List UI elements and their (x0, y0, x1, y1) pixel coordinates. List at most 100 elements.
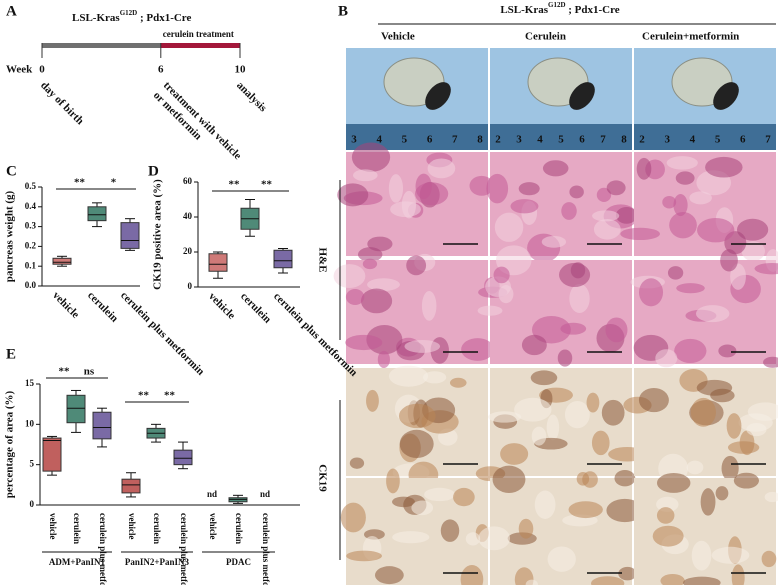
tissue (360, 288, 393, 314)
y-axis-label: percentage of area (%) (4, 390, 16, 498)
significance-label: ** (74, 177, 86, 189)
tissue (736, 218, 769, 241)
tissue (421, 290, 437, 321)
tissue (614, 470, 636, 487)
panel-label: D (148, 163, 159, 179)
tissue (673, 194, 688, 217)
tissue (727, 441, 760, 454)
tissue (498, 284, 514, 304)
week-label: 10 (235, 64, 247, 76)
tissue (652, 525, 684, 547)
tissue (761, 550, 777, 568)
image-panel (634, 472, 778, 585)
tissue (705, 156, 743, 178)
ruler-number: 8 (621, 134, 627, 146)
box (42, 437, 62, 472)
column-label: Cerulein+metformin (642, 31, 739, 43)
tissue (351, 142, 391, 172)
y-axis-label: CK19 positive area (%) (152, 179, 164, 290)
strain-prefix: LSL-Kras (500, 4, 548, 16)
tissue (601, 399, 625, 426)
tissue (493, 266, 510, 284)
image-panel (337, 142, 494, 262)
strain-superscript: G12D (548, 1, 566, 9)
image-panel: 2 3 4 5 6 7 8 (490, 48, 632, 150)
tissue (374, 566, 404, 585)
group-label: PanIN2+PanIN3 (125, 557, 190, 567)
tissue (510, 199, 539, 214)
tissue (568, 501, 603, 519)
spleen (425, 82, 451, 110)
tissue (414, 182, 449, 206)
tissue (700, 488, 716, 516)
ruler-number: 3 (351, 134, 357, 146)
week-label: 6 (158, 64, 164, 76)
tissue (686, 460, 704, 475)
box (52, 257, 72, 265)
ruler-number: 5 (715, 134, 721, 146)
tissue (763, 356, 778, 368)
tissue (697, 217, 735, 243)
tissue (676, 283, 705, 294)
tissue (666, 156, 698, 170)
box (66, 394, 86, 424)
tissue (542, 160, 569, 177)
panel-label: E (6, 346, 16, 362)
tissue (477, 305, 503, 316)
tissue (605, 317, 628, 343)
tissue (655, 349, 678, 368)
image-panel: 3 4 5 6 7 8 (346, 48, 488, 150)
tissue (715, 486, 729, 501)
event-label: treatment with vehicle (161, 79, 244, 162)
strain-prefix: LSL-Kras (72, 12, 120, 24)
tissue (546, 414, 560, 441)
ruler (490, 124, 632, 150)
x-tick-label: cerulein plus metformin (179, 513, 189, 585)
significance-label: * (111, 177, 117, 189)
tissue (561, 202, 577, 220)
tissue (656, 507, 675, 524)
tissue (406, 255, 427, 276)
stain-label: H&E (316, 247, 328, 272)
stain-label: CK19 (316, 464, 328, 492)
tissue (366, 389, 379, 412)
group-label: PDAC (226, 557, 251, 567)
image-panel (486, 152, 638, 263)
y-tick-label: 0.3 (25, 221, 37, 231)
tissue (531, 315, 571, 344)
tissue (346, 550, 382, 562)
image-panel (333, 253, 495, 369)
ruler (634, 124, 776, 150)
event-label: analysis (234, 79, 269, 114)
y-tick-label: 0.5 (25, 181, 37, 191)
ruler-number: 7 (452, 134, 458, 146)
event-label: day of birth (38, 79, 86, 127)
tissue (530, 370, 558, 386)
tissue (726, 413, 742, 439)
tissue (494, 212, 524, 242)
ruler-number: 4 (690, 134, 696, 146)
image-panel (346, 365, 488, 489)
x-tick-label: cerulein (85, 289, 120, 324)
tissue (461, 338, 495, 361)
tissue (690, 397, 716, 427)
image-panel (623, 368, 778, 484)
tissue (691, 540, 712, 571)
y-tick-label: 0.2 (25, 240, 37, 250)
y-tick-label: 0.0 (25, 280, 37, 290)
tissue (392, 531, 430, 544)
ruler-number: 8 (477, 134, 483, 146)
value-label: nd (260, 489, 270, 499)
x-tick-label: cerulein (234, 513, 244, 544)
x-tick-label: cerulein plus metformin (98, 513, 108, 585)
strain-label: LSL-KrasG12D ; Pdx1-Cre (72, 9, 191, 24)
tissue (377, 350, 390, 369)
x-tick-label: vehicle (48, 513, 58, 540)
period-label: cerulein treatment (163, 29, 234, 39)
image-panel (475, 368, 647, 482)
y-tick-label: 15 (25, 378, 35, 388)
x-tick-label: cerulein (238, 290, 273, 325)
tissue (453, 487, 475, 507)
tissue (620, 227, 661, 241)
tissue (669, 212, 697, 239)
